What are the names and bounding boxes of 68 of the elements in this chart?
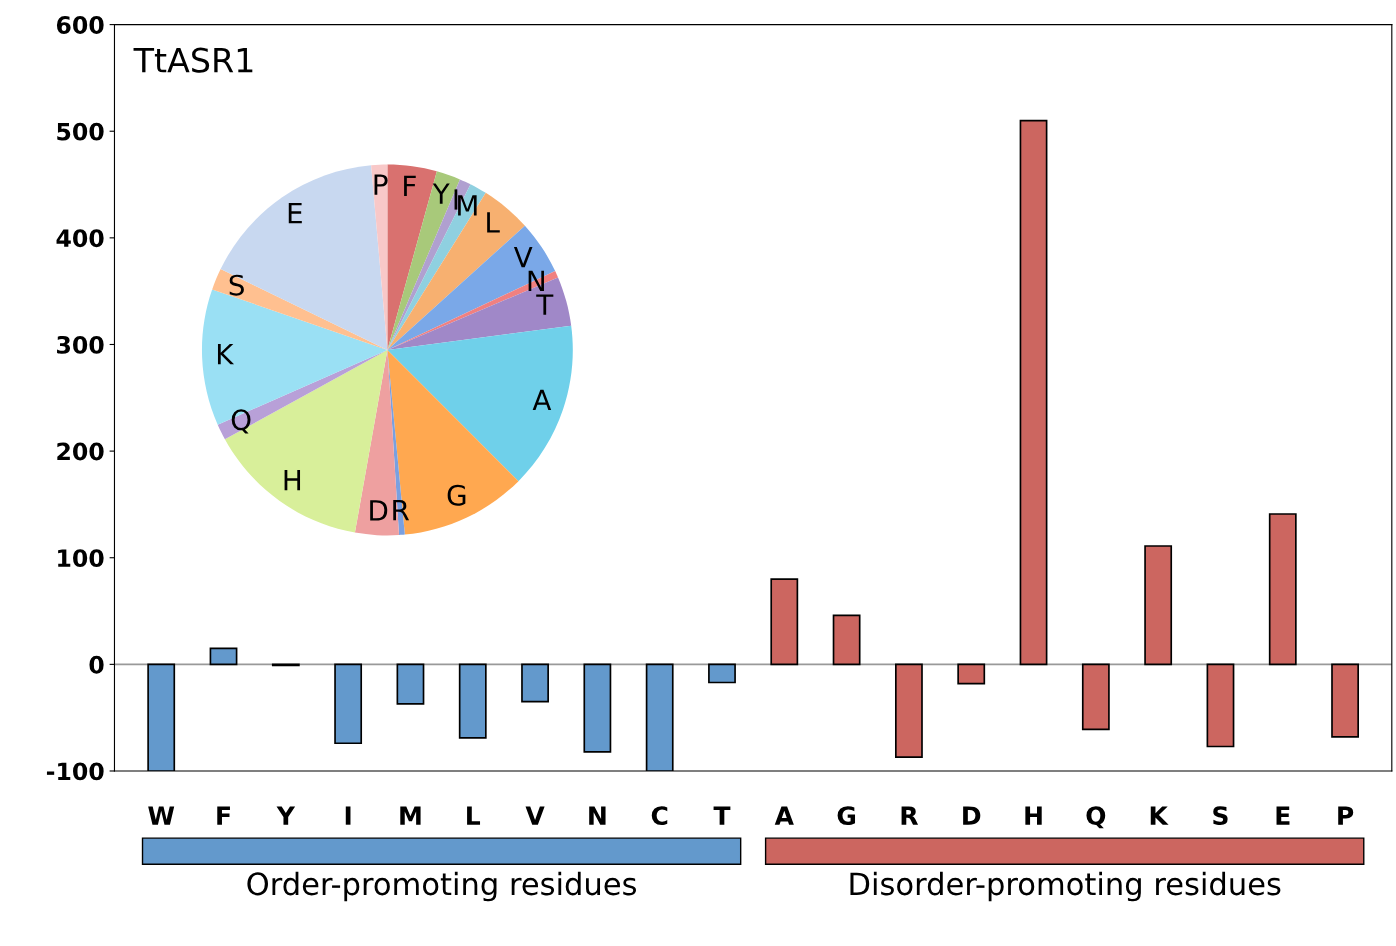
y-tick-label: 100 — [58, 549, 104, 568]
x-tick-label: R — [901, 806, 919, 825]
x-tick-label: K — [1150, 806, 1169, 825]
pie-slice — [387, 325, 573, 482]
x-tick-label: L — [467, 806, 481, 825]
y-tick-label: 300 — [57, 335, 104, 354]
slice-label: G — [447, 484, 466, 506]
bar — [832, 614, 861, 666]
x-tick-label: Y — [276, 806, 296, 825]
slice-label: N — [528, 270, 544, 292]
x-tick-label: A — [774, 806, 794, 825]
slice-label: M — [458, 195, 477, 216]
slice-label: D — [370, 500, 388, 521]
x-tick-label: P — [1338, 806, 1354, 825]
bar — [1331, 663, 1360, 738]
x-tick-label: S — [1213, 806, 1228, 826]
bar — [1206, 663, 1235, 748]
slice-label: P — [374, 174, 388, 195]
x-tick-label: M — [400, 806, 421, 825]
bar — [770, 578, 799, 666]
x-tick-label: T — [713, 806, 731, 825]
bar — [957, 663, 986, 685]
slice-label: V — [513, 247, 533, 268]
x-tick-label: N — [589, 806, 606, 825]
x-tick-label: C — [651, 806, 668, 826]
bar — [1144, 545, 1173, 666]
slice-label: F — [404, 175, 416, 197]
text: Order-promoting residues — [247, 871, 637, 902]
text: TtASR1 — [133, 47, 253, 73]
x-tick-label: Q — [1086, 806, 1106, 829]
bar — [334, 663, 363, 745]
bar — [708, 663, 736, 684]
y-tick-label: 0 — [89, 655, 104, 674]
bar — [458, 663, 487, 739]
slice-label: E — [288, 203, 302, 224]
y-tick-label: 500 — [57, 122, 104, 141]
slice-label: R — [393, 500, 410, 521]
bar — [1081, 663, 1110, 731]
slice-label: K — [217, 344, 235, 365]
bar — [1019, 119, 1048, 666]
slice-label: Q — [231, 409, 251, 434]
y-tick-label: -100 — [46, 762, 104, 781]
bar — [521, 663, 549, 703]
bar — [396, 663, 425, 705]
x-tick-label: H — [1025, 806, 1042, 825]
slice-label: I — [454, 189, 458, 210]
x-tick-label: E — [1276, 806, 1290, 825]
slice-label: Y — [432, 183, 450, 204]
x-tick-label: I — [345, 806, 351, 825]
x-tick-label: G — [837, 806, 856, 826]
bar — [1268, 513, 1297, 666]
slice-label: S — [229, 274, 244, 296]
slice-label: A — [532, 389, 552, 411]
bar — [894, 663, 923, 758]
x-tick-label: V — [525, 806, 545, 825]
slice-label: L — [487, 212, 500, 233]
pie-slice — [387, 350, 519, 535]
slice-label: H — [284, 470, 301, 491]
y-tick-label: 600 — [56, 16, 104, 34]
x-tick-label: F — [217, 806, 230, 825]
bar — [209, 647, 238, 666]
x-tick-label: W — [148, 806, 175, 825]
x-tick-label: D — [963, 806, 981, 825]
slice-label: T — [536, 294, 554, 315]
y-tick-label: 200 — [57, 442, 104, 461]
y-tick-label: 400 — [56, 229, 104, 248]
bar — [583, 663, 612, 753]
text: Disorder-promoting residues — [850, 871, 1281, 902]
